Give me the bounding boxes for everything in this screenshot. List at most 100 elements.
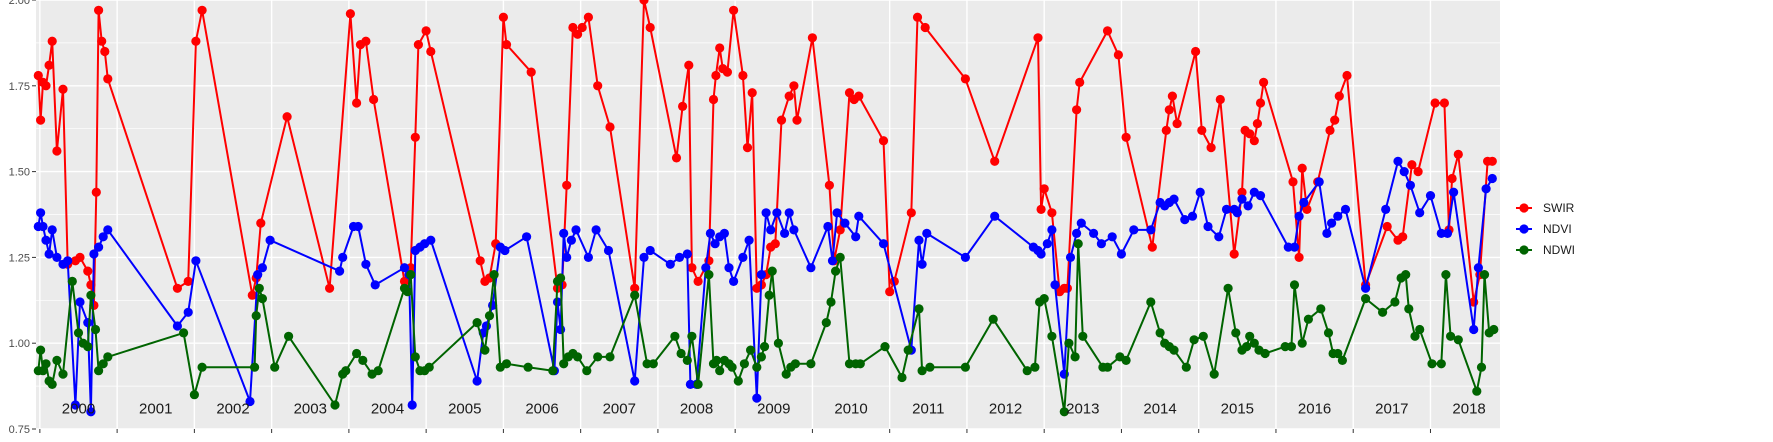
data-point-swir [1036, 204, 1046, 214]
year-label: 2008 [680, 401, 713, 418]
data-point-ndwi [880, 342, 890, 352]
data-point-swir [426, 46, 436, 57]
data-point-ndvi [1425, 191, 1436, 201]
data-point-ndwi [410, 352, 420, 362]
data-point-swir [630, 283, 640, 293]
data-point-ndwi [1249, 338, 1259, 348]
data-point-ndwi [1289, 280, 1300, 290]
year-label: 2003 [294, 401, 327, 418]
data-point-ndwi [670, 331, 680, 341]
data-point-swir [1334, 91, 1344, 101]
data-point-ndvi [756, 270, 767, 280]
data-point-swir [191, 36, 201, 46]
data-point-ndvi [738, 252, 748, 262]
data-point-swir [1259, 77, 1269, 87]
data-point-swir [573, 29, 583, 39]
data-point-ndvi [103, 225, 113, 235]
data-point-swir [1167, 91, 1177, 101]
data-point-swir [91, 187, 101, 197]
data-point-swir [671, 153, 682, 163]
legend-key-point [1519, 224, 1529, 234]
data-point-swir [410, 132, 420, 142]
data-point-ndwi [1064, 338, 1074, 348]
data-point-ndwi [1022, 366, 1032, 376]
year-label: 2014 [1143, 401, 1176, 418]
data-point-ndvi [780, 228, 790, 238]
data-point-swir [1453, 149, 1463, 159]
data-point-ndwi [630, 290, 640, 300]
data-point-swir [256, 218, 266, 228]
data-point-ndwi [1059, 407, 1069, 417]
data-point-ndvi [914, 235, 924, 245]
data-point-ndvi [1289, 242, 1300, 252]
data-point-ndwi [835, 252, 845, 262]
data-point-ndvi [1146, 225, 1156, 235]
data-point-swir [770, 239, 780, 249]
data-point-ndvi [1322, 228, 1332, 238]
data-point-ndwi [573, 352, 583, 362]
data-point-swir [687, 263, 697, 273]
data-point-ndvi [63, 256, 73, 266]
data-point-ndwi [179, 328, 189, 338]
data-point-swir [498, 12, 508, 22]
data-point-ndvi [990, 211, 1000, 221]
data-point-swir [475, 256, 485, 266]
data-point-ndvi [639, 252, 649, 262]
data-point-swir [738, 70, 748, 81]
y-tick-label: 1.00 [9, 338, 30, 350]
data-point-swir [1033, 33, 1043, 43]
data-point-swir [1161, 125, 1171, 135]
data-point-ndwi [250, 362, 260, 372]
data-point-ndwi [1323, 328, 1334, 338]
data-point-swir [1172, 119, 1182, 129]
data-point-ndvi [98, 232, 108, 242]
data-point-ndvi [1393, 156, 1403, 166]
data-point-swir [1075, 77, 1085, 87]
data-point-ndvi [556, 324, 566, 335]
data-point-ndvi [851, 232, 861, 242]
data-point-ndwi [826, 297, 836, 307]
data-point-swir [568, 22, 578, 33]
data-point-ndwi [197, 362, 207, 372]
data-point-ndwi [1070, 352, 1080, 362]
data-point-ndvi [724, 263, 734, 273]
data-point-ndwi [480, 345, 490, 355]
data-point-swir [103, 74, 113, 84]
data-point-ndwi [189, 390, 199, 400]
data-point-swir [1229, 249, 1239, 259]
data-point-ndvi [840, 218, 850, 228]
data-point-swir [747, 88, 757, 98]
data-point-ndwi [1146, 297, 1156, 307]
data-point-ndwi [1209, 369, 1219, 379]
data-point-ndwi [73, 328, 84, 338]
data-point-ndvi [75, 297, 85, 307]
data-point-ndwi [648, 359, 658, 369]
year-label: 2006 [525, 401, 558, 418]
data-point-ndwi [960, 362, 971, 372]
data-point-swir [421, 26, 431, 36]
data-point-ndvi [701, 263, 711, 273]
data-point-ndwi [103, 352, 113, 362]
data-point-swir [583, 12, 594, 22]
y-axis: 0.75 1.00 1.25 1.50 1.75 2.00 [9, 0, 36, 436]
x-axis [39, 429, 1431, 433]
data-point-swir [639, 0, 649, 5]
data-point-ndwi [806, 359, 816, 369]
data-point-ndwi [582, 366, 592, 376]
legend-label: NDWI [1543, 243, 1575, 257]
year-label: 2013 [1066, 401, 1099, 418]
data-point-ndwi [257, 294, 267, 304]
legend-item-ndvi: NDVI [1516, 222, 1572, 236]
data-point-swir [593, 81, 603, 91]
data-point-ndwi [1297, 338, 1307, 348]
data-point-swir [684, 60, 694, 70]
data-point-ndwi [1303, 314, 1313, 324]
data-point-swir [1297, 163, 1307, 173]
data-point-ndwi [1260, 348, 1270, 359]
data-point-ndwi [1102, 362, 1113, 372]
data-point-ndvi [1481, 184, 1491, 194]
data-point-ndvi [591, 225, 601, 235]
data-point-ndwi [1476, 362, 1487, 372]
data-point-ndvi [1221, 204, 1232, 214]
data-point-ndvi [674, 252, 685, 262]
